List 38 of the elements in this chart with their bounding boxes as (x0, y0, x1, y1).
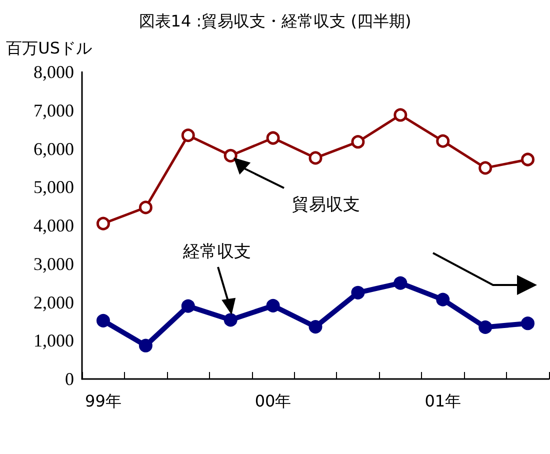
point (478, 320, 492, 334)
y-tick-label: 1,000 (34, 330, 74, 351)
point (436, 134, 450, 148)
point (351, 135, 365, 149)
point (138, 200, 152, 214)
text: 貿易収支 (292, 195, 360, 215)
y-axis-title: 百万USドル (6, 38, 92, 58)
y-tick-label: 4,000 (34, 216, 74, 236)
y-tick-label: 2,000 (34, 292, 74, 312)
point (521, 316, 535, 330)
point (266, 298, 280, 312)
point (394, 276, 408, 290)
x-tick-label: 01年 (424, 392, 462, 410)
point (308, 320, 322, 334)
point (521, 152, 535, 166)
point (308, 151, 322, 165)
point (224, 148, 238, 162)
y-tick-label: 7,000 (34, 100, 74, 120)
point (266, 131, 280, 145)
point (138, 338, 152, 352)
point (351, 286, 365, 300)
x-tick-label: 00年 (254, 392, 292, 410)
point (181, 299, 195, 313)
point (394, 108, 408, 122)
point (478, 161, 492, 175)
y-tick-label: 8,000 (34, 62, 74, 82)
text: 経常収支 (182, 242, 251, 262)
y-tick-label: 5,000 (34, 177, 74, 198)
chart-title: 図表14 :貿易収支・経常収支 (四半期) (138, 12, 412, 30)
y-tick-label: 3,000 (34, 254, 74, 274)
point (96, 216, 110, 230)
point (224, 313, 238, 327)
y-tick-label: 0 (65, 369, 74, 389)
point (96, 314, 110, 328)
x-tick-label: 99年 (85, 392, 122, 410)
y-tick-label: 6,000 (34, 138, 74, 159)
point (181, 128, 195, 142)
point (436, 292, 450, 306)
